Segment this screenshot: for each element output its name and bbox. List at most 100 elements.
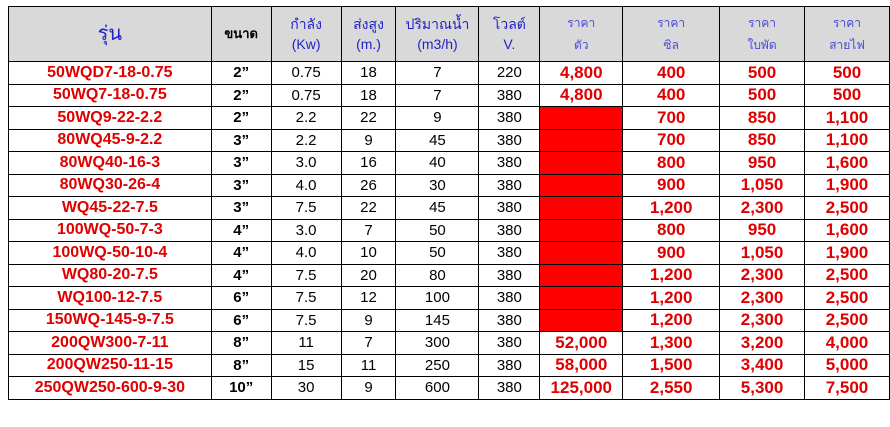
cell-price-body: 4,800: [539, 61, 624, 85]
cell-volt: 380: [478, 241, 541, 265]
cell-price-cable: 2,500: [804, 263, 890, 287]
cell-price-cable: 7,500: [804, 376, 890, 400]
cell-price-impeller: 1,050: [719, 173, 805, 197]
cell-volt: 380: [478, 83, 541, 107]
cell-volt: 380: [478, 106, 541, 130]
cell-size: 2”: [210, 106, 272, 130]
header-model: รุ่น: [8, 6, 212, 62]
cell-price-cable: 2,500: [804, 286, 890, 310]
table-row: 100WQ-50-7-3 4” 3.0 7 50 380 800 950 1,600: [8, 218, 890, 242]
cell-head: 12: [340, 286, 397, 310]
cell-price-seal: 400: [622, 83, 721, 107]
power-label: กำลัง: [290, 16, 322, 32]
table-row: WQ80-20-7.5 4” 7.5 20 80 380 1,200 2,300 2,500: [8, 263, 890, 287]
cell-size: 4”: [210, 241, 272, 265]
cell-head: 10: [340, 241, 397, 265]
cell-price-cable: 5,000: [804, 353, 890, 377]
cell-size: 10”: [210, 376, 272, 400]
cell-price-seal: 1,500: [622, 353, 721, 377]
cell-price-cable: 1,600: [804, 151, 890, 175]
header-price-body: ราคา ตัว: [539, 6, 624, 62]
cell-flow: 80: [395, 263, 480, 287]
cell-size: 4”: [210, 263, 272, 287]
price-label: ราคา: [657, 16, 686, 30]
cell-size: 8”: [210, 353, 272, 377]
cell-flow: 30: [395, 173, 480, 197]
volt-unit: V.: [503, 36, 516, 52]
power-unit: (Kw): [291, 36, 321, 52]
cell-flow: 250: [395, 353, 480, 377]
cell-power: 4.0: [270, 173, 342, 197]
cell-size: 3”: [210, 196, 272, 220]
cell-flow: 7: [395, 83, 480, 107]
cell-price-body: 125,000: [539, 376, 624, 400]
cell-price-impeller: 5,300: [719, 376, 805, 400]
price-label: ราคา: [833, 16, 861, 30]
cell-power: 7.5: [270, 263, 342, 287]
cell-power: 30: [270, 376, 342, 400]
cell-volt: 380: [478, 151, 541, 175]
cell-volt: 380: [478, 331, 541, 355]
table-row: 150WQ-145-9-7.5 6” 7.5 9 145 380 1,200 2,300 2,5…: [8, 308, 890, 332]
cell-price-seal: 900: [622, 173, 721, 197]
head-label: ส่งสูง: [353, 16, 384, 32]
table-row: 80WQ40-16-3 3” 3.0 16 40 380 800 950 1,600: [8, 151, 890, 175]
header-power: กำลัง (Kw): [270, 6, 342, 62]
cell-price-cable: 1,900: [804, 241, 890, 265]
cell-price-impeller: 950: [719, 218, 805, 242]
header-flow: ปริมาณน้ำ (m3/h): [395, 6, 480, 62]
cell-power: 3.0: [270, 151, 342, 175]
cell-model: 50WQ7-18-0.75: [8, 83, 212, 107]
cell-price-body: 52,000: [539, 331, 624, 355]
cell-head: 22: [340, 196, 397, 220]
price-sub: สายไฟ: [829, 38, 865, 52]
cell-price-impeller: 950: [719, 151, 805, 175]
cell-model: 80WQ30-26-4: [8, 173, 212, 197]
cell-model: 80WQ40-16-3: [8, 151, 212, 175]
cell-volt: 380: [478, 376, 541, 400]
cell-price-impeller: 2,300: [719, 308, 805, 332]
cell-model: 200QW300-7-11: [8, 331, 212, 355]
cell-flow: 50: [395, 218, 480, 242]
table-row: WQ45-22-7.5 3” 7.5 22 45 380 1,200 2,300 2,500: [8, 196, 890, 220]
cell-price-seal: 900: [622, 241, 721, 265]
table-row: 80WQ30-26-4 3” 4.0 26 30 380 900 1,050 1,900: [8, 173, 890, 197]
table-row: 80WQ45-9-2.2 3” 2.2 9 45 380 700 850 1,100: [8, 128, 890, 152]
cell-power: 7.5: [270, 286, 342, 310]
cell-flow: 50: [395, 241, 480, 265]
cell-price-cable: 2,500: [804, 196, 890, 220]
cell-model: 100WQ-50-7-3: [8, 218, 212, 242]
cell-price-seal: 1,200: [622, 196, 721, 220]
cell-volt: 380: [478, 286, 541, 310]
cell-flow: 9: [395, 106, 480, 130]
cell-price-impeller: 1,050: [719, 241, 805, 265]
table-row: 200QW300-7-11 8” 11 7 300 380 52,000 1,300 3,200…: [8, 331, 890, 355]
cell-head: 9: [340, 128, 397, 152]
cell-size: 2”: [210, 61, 272, 85]
header-volt: โวลต์ V.: [478, 6, 541, 62]
cell-size: 3”: [210, 128, 272, 152]
cell-power: 7.5: [270, 308, 342, 332]
head-unit: (m.): [356, 36, 381, 52]
cell-size: 2”: [210, 83, 272, 107]
cell-price-cable: 1,600: [804, 218, 890, 242]
cell-price-cable: 1,100: [804, 106, 890, 130]
cell-flow: 40: [395, 151, 480, 175]
cell-price-impeller: 850: [719, 106, 805, 130]
cell-head: 18: [340, 83, 397, 107]
cell-price-cable: 2,500: [804, 308, 890, 332]
cell-price-body: [539, 151, 624, 175]
table-row: 100WQ-50-10-4 4” 4.0 10 50 380 900 1,050 1,900: [8, 241, 890, 265]
cell-model: 250QW250-600-9-30: [8, 376, 212, 400]
flow-label: ปริมาณน้ำ: [405, 16, 470, 32]
cell-price-impeller: 2,300: [719, 286, 805, 310]
cell-power: 2.2: [270, 128, 342, 152]
cell-model: WQ45-22-7.5: [8, 196, 212, 220]
table-row: 50WQD7-18-0.75 2” 0.75 18 7 220 4,800 400 500 500: [8, 61, 890, 85]
cell-price-impeller: 3,200: [719, 331, 805, 355]
cell-flow: 600: [395, 376, 480, 400]
cell-model: 150WQ-145-9-7.5: [8, 308, 212, 332]
table-row: 200QW250-11-15 8” 15 11 250 380 58,000 1,500 3,4…: [8, 353, 890, 377]
price-label: ราคา: [567, 16, 596, 30]
cell-flow: 145: [395, 308, 480, 332]
